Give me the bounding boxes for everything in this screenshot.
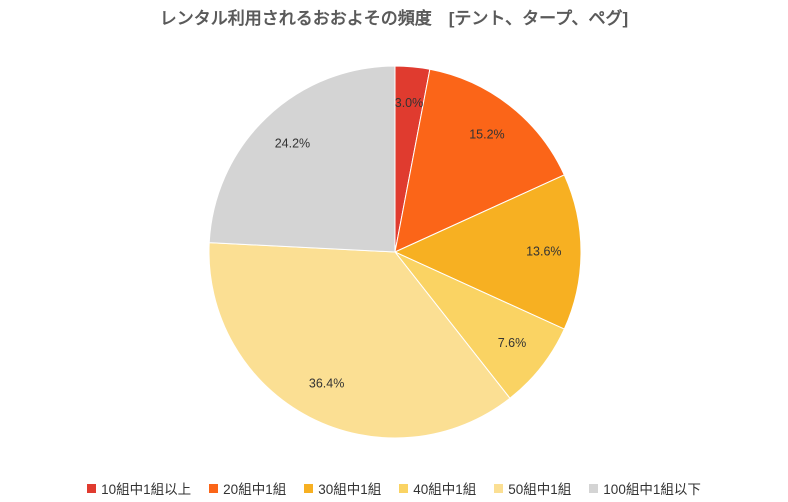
pie-label-5: 36.4%	[309, 376, 344, 390]
legend-item-4: 40組中1組	[399, 478, 476, 498]
legend-label: 20組中1組	[223, 482, 287, 497]
pie-chart: 3.0% 15.2% 13.6% 7.6% 36.4% 24.2%	[208, 65, 582, 439]
legend-item-6: 100組中1組以下	[589, 478, 701, 498]
legend-swatch	[494, 483, 504, 493]
legend-item-1: 10組中1組以上	[87, 478, 191, 498]
chart-title: レンタル利用されるおおよその頻度 [テント、タープ、ペグ]	[159, 9, 629, 28]
pie-label-2: 15.2%	[469, 127, 504, 141]
legend-label: 10組中1組以上	[101, 482, 192, 497]
legend-label: 40組中1組	[413, 482, 477, 497]
legend-swatch	[304, 483, 314, 493]
pie-slices	[208, 65, 582, 439]
legend-swatch	[87, 483, 97, 493]
pie-labels: 3.0% 15.2% 13.6% 7.6% 36.4% 24.2%	[275, 96, 562, 390]
pie-label-4: 7.6%	[498, 336, 527, 350]
legend: 10組中1組以上 20組中1組 30組中1組 40組中1組 50組中1組 100組中1組以…	[0, 478, 788, 498]
legend-label: 50組中1組	[508, 482, 572, 497]
pie-slice-3	[393, 174, 582, 330]
pie-slice-5	[208, 242, 511, 439]
legend-swatch	[589, 483, 599, 493]
legend-label: 100組中1組以下	[603, 482, 701, 497]
pie-label-1: 3.0%	[395, 96, 424, 110]
legend-item-3: 30組中1組	[304, 478, 381, 498]
legend-item-2: 20組中1組	[209, 478, 286, 498]
legend-item-5: 50組中1組	[494, 478, 571, 498]
legend-label: 30組中1組	[318, 482, 382, 497]
legend-swatch	[209, 483, 219, 493]
pie-label-3: 13.6%	[526, 244, 561, 258]
pie-label-6: 24.2%	[275, 136, 310, 150]
pie-slice-6	[208, 65, 396, 253]
legend-swatch	[399, 483, 409, 493]
pie-slice-2	[394, 68, 565, 253]
